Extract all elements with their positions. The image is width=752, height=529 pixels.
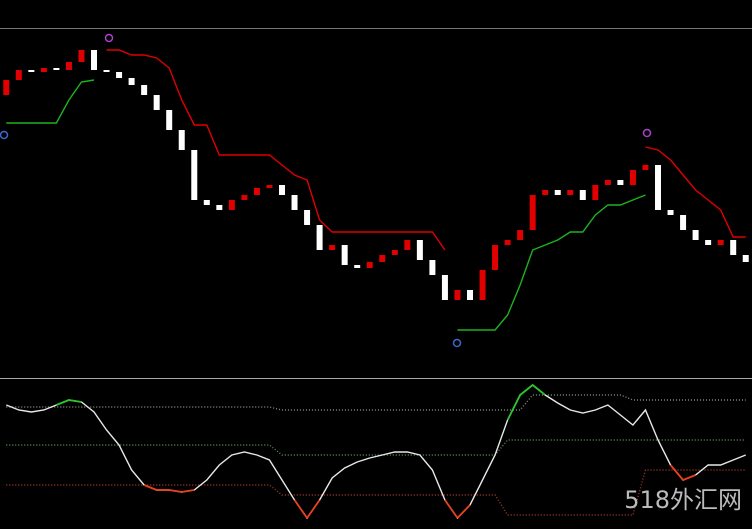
candle-body: [642, 165, 649, 170]
candle-body: [166, 110, 173, 130]
oscillator-segment: [143, 484, 158, 491]
candle-body: [266, 185, 273, 188]
oscillator-segment: [306, 499, 321, 519]
candle-body: [404, 240, 411, 250]
candle-body: [279, 185, 285, 195]
candle-body: [228, 200, 235, 210]
candle-body: [617, 180, 624, 185]
watermark: 518外汇网: [624, 486, 742, 514]
candle-body: [529, 195, 536, 230]
oscillator-segment: [506, 394, 521, 421]
oscillator-segment: [56, 399, 70, 406]
candle-body: [692, 230, 699, 240]
candle-body: [253, 188, 260, 195]
oscillator-segment: [444, 499, 459, 519]
oscillator-segment: [532, 384, 546, 396]
oscillator-segment: [669, 464, 684, 481]
candle-body: [116, 72, 123, 78]
candle-body: [65, 62, 72, 70]
candle-body: [304, 210, 311, 225]
candle-body: [178, 130, 185, 150]
candle-body: [655, 165, 661, 210]
plot: [3, 49, 749, 520]
candle-body: [479, 270, 486, 300]
candle-body: [592, 185, 599, 200]
indicator-line: [106, 49, 446, 251]
candle-body: [567, 190, 574, 195]
candle-body: [341, 245, 348, 265]
signal-icon: [452, 338, 462, 348]
candle-body: [680, 215, 687, 230]
candle-body: [717, 240, 724, 245]
candle-body: [241, 195, 248, 200]
indicator-line: [6, 469, 746, 516]
candle-body: [53, 68, 60, 70]
candle-body: [203, 200, 210, 205]
candle-body: [15, 70, 22, 80]
candle-body: [604, 180, 611, 185]
candle-body: [28, 70, 35, 72]
candle-body: [742, 255, 749, 262]
candle-body: [103, 70, 110, 72]
signal-icon: [104, 33, 114, 43]
oscillator-segment: [456, 504, 471, 519]
indicator-line: [6, 384, 746, 520]
indicator-line: [6, 394, 746, 411]
candle-body: [78, 50, 85, 62]
candle-body: [730, 240, 737, 255]
oscillator-segment: [519, 384, 534, 396]
indicator-line: [457, 194, 646, 331]
candle-body: [667, 210, 674, 215]
oscillator-segment: [68, 399, 82, 403]
candle-body: [416, 240, 423, 260]
candle-body: [429, 260, 436, 275]
oscillator-segment: [169, 489, 182, 493]
signal-icon: [0, 130, 9, 140]
candle-body: [329, 245, 336, 250]
candle-body: [391, 250, 398, 255]
candle-body: [316, 225, 323, 250]
candle-body: [291, 195, 298, 210]
oscillator-segment: [181, 489, 195, 493]
candle-body: [354, 265, 361, 268]
candle-body: [492, 245, 499, 270]
oscillator-segment: [293, 499, 308, 519]
indicator-line: [6, 79, 95, 124]
candle-body: [191, 150, 198, 200]
oscillator-segment: [682, 474, 696, 481]
candle-body: [366, 262, 373, 268]
indicator-line: [645, 146, 746, 238]
indicator-line: [6, 439, 746, 456]
candle-body: [629, 170, 636, 185]
candle-body: [441, 275, 448, 300]
candle-body: [128, 78, 135, 85]
candle-body: [91, 50, 97, 70]
candle-body: [3, 80, 10, 95]
candle-body: [554, 190, 561, 195]
candle-body: [379, 255, 386, 262]
candle-body: [454, 290, 461, 300]
candle-body: [517, 230, 524, 240]
candle-body: [216, 205, 223, 210]
signal-icon: [642, 128, 652, 138]
candle-body: [705, 240, 712, 245]
candle-body: [542, 190, 549, 195]
candle-body: [153, 95, 160, 110]
candle-body: [504, 240, 511, 245]
candle-body: [467, 290, 473, 300]
candle-body: [141, 85, 148, 95]
candle-body: [579, 190, 586, 200]
candle-body: [40, 68, 47, 72]
